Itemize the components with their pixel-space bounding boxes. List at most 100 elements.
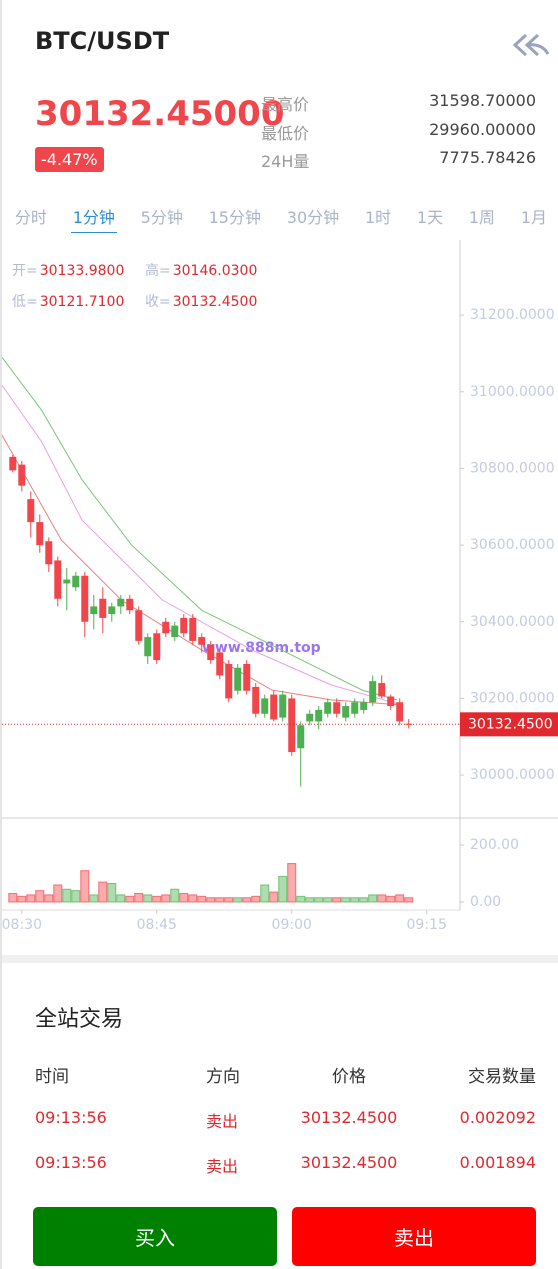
candle-body: [306, 713, 314, 722]
column-header: 时间: [35, 1067, 69, 1087]
volume-bar: [323, 897, 333, 903]
x-tick-label: 09:00: [272, 917, 312, 933]
volume-bar: [161, 894, 171, 903]
moving-average: [2, 434, 402, 706]
candle-body: [135, 610, 143, 641]
interval-tabs: 分时 1分钟 5分钟 15分钟 30分钟 1时 1天 1周 1月: [2, 204, 558, 233]
volume-bar: [233, 897, 243, 903]
candle-body: [153, 633, 161, 661]
interval-tab[interactable]: 分时: [14, 208, 47, 227]
candle-body: [234, 667, 242, 691]
candle-body: [9, 456, 17, 471]
column-header: 价格: [332, 1067, 366, 1087]
candle-body: [36, 522, 44, 546]
sell-button[interactable]: 卖出: [292, 1207, 536, 1266]
volume-bar: [215, 897, 225, 903]
candle-body: [189, 617, 197, 641]
y-tick-label: 31000.0000: [470, 384, 555, 400]
candle-body: [360, 702, 368, 710]
candle-body: [198, 637, 206, 645]
trade-price: 30132.4500: [300, 1153, 398, 1172]
trade-time: 09:13:56: [35, 1108, 107, 1127]
volume-bar: [242, 897, 252, 903]
volume-bar: [350, 897, 360, 903]
volume-bar: [395, 894, 405, 903]
volume-bar: [107, 883, 117, 903]
volume-bar: [341, 897, 351, 903]
volume-bar: [296, 895, 306, 903]
volume-bar: [278, 875, 288, 903]
ohlc-value: 30132.4500: [173, 294, 258, 310]
trade-price: 30132.4500: [300, 1108, 398, 1127]
volume-bar: [8, 892, 18, 903]
back-button[interactable]: [512, 32, 550, 58]
volume-bar: [71, 890, 81, 903]
candle-body: [315, 709, 323, 722]
candle-body: [27, 499, 35, 523]
volume-bar: [368, 894, 378, 903]
pair-title: BTC/USDT: [35, 27, 170, 55]
candle-body: [333, 702, 341, 714]
trade-side: 卖出: [206, 1112, 239, 1131]
interval-tab[interactable]: 1天: [416, 208, 444, 227]
candle-body: [270, 694, 278, 720]
volume-bar: [197, 895, 207, 903]
candle-body: [342, 706, 350, 718]
volume-bar: [170, 888, 180, 903]
stat-label: 最低价: [261, 124, 310, 143]
volume-bar: [305, 897, 315, 903]
volume-bar: [386, 895, 396, 903]
volume-bar: [332, 897, 342, 903]
ohlc-info: 低= 30121.7100: [12, 294, 124, 310]
y-tick-label: 30200.0000: [470, 690, 555, 706]
candle-body: [297, 725, 305, 749]
buy-button[interactable]: 买入: [33, 1207, 277, 1266]
candle-body: [351, 702, 359, 714]
volume-bar: [224, 897, 234, 903]
volume-bar: [314, 897, 324, 903]
volume-bar: [179, 892, 189, 903]
candle-body: [90, 606, 98, 615]
candle-body: [81, 575, 89, 622]
stat-value: 29960.00000: [429, 120, 536, 139]
ohlc-label: 低=: [12, 294, 38, 310]
ohlc-label: 高=: [145, 262, 171, 279]
volume-bar: [359, 897, 369, 903]
interval-tab[interactable]: 1月: [520, 208, 548, 227]
candle-body: [117, 598, 125, 607]
last-price-box: [460, 712, 558, 737]
volume-bar: [287, 863, 297, 903]
candle-body: [63, 579, 71, 584]
candle-body: [54, 560, 62, 599]
column-header: 方向: [206, 1067, 240, 1087]
ohlc-value: 30121.7100: [40, 294, 125, 310]
stat-value: 7775.78426: [439, 148, 536, 167]
volume-bar: [53, 884, 63, 903]
volume-bar: [152, 895, 162, 903]
change-badge: -4.47%: [35, 147, 104, 172]
y-tick-label: 30400.0000: [470, 614, 555, 630]
candle-body: [72, 575, 80, 588]
volume-bar: [80, 870, 90, 903]
interval-tab[interactable]: 30分钟: [286, 208, 340, 227]
candle-body: [171, 625, 179, 638]
interval-tab[interactable]: 15分钟: [208, 208, 261, 227]
candle-body: [18, 464, 26, 486]
candle-body: [324, 702, 332, 714]
interval-tab[interactable]: 1分钟: [70, 204, 117, 233]
volume-bar: [188, 894, 198, 903]
interval-tab[interactable]: 1时: [364, 208, 392, 227]
candle-body: [162, 621, 170, 634]
interval-tab[interactable]: 1周: [468, 208, 496, 227]
moving-average: [2, 357, 398, 701]
y-tick-label: 30000.0000: [470, 767, 555, 783]
volume-bar: [143, 894, 153, 903]
y-tick-label: 200.00: [470, 837, 519, 853]
ohlc-value: 30133.9800: [40, 263, 125, 279]
interval-tab[interactable]: 5分钟: [140, 208, 183, 227]
candle-body: [252, 686, 260, 714]
candle-body: [288, 698, 296, 753]
trade-side: 卖出: [206, 1157, 239, 1176]
volume-bar: [26, 894, 36, 903]
